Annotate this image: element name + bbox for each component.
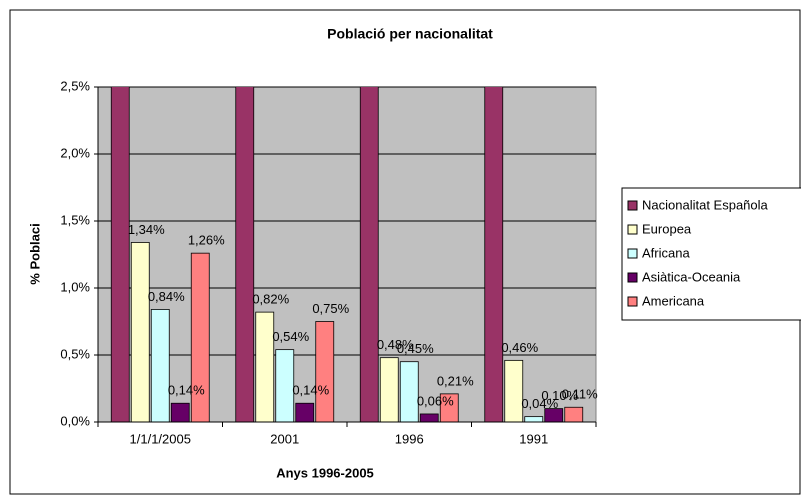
chart-title: Població per nacionalitat [327,26,493,42]
data-label: 0,45% [397,341,434,356]
data-label: 0,75% [312,301,349,316]
legend-box [621,187,801,321]
data-label: 0,46% [501,340,538,355]
y-tick-label: 0,0% [60,413,90,428]
bar [110,87,130,422]
x-axis-title: Anys 1996-2005 [276,465,374,480]
x-tick-label: 1996 [395,431,424,446]
data-label: 0,84% [148,289,185,304]
legend-swatch [627,200,638,211]
bar [235,87,255,422]
data-label: 0,11% [562,387,598,402]
legend-label: Americana [642,293,705,308]
data-label: 0,21% [437,373,474,388]
x-tick-label: 2001 [270,431,299,446]
legend-swatch [627,248,638,259]
y-tick-label: 0,5% [60,346,90,361]
bar [359,87,379,422]
bar [379,357,399,422]
bar [315,321,335,422]
bar [544,408,564,422]
y-tick-label: 2,0% [60,145,90,160]
bar [275,349,295,422]
bar [170,402,190,422]
data-label: 0,14% [292,383,329,398]
data-label: 0,48% [377,337,414,352]
bar [564,406,584,422]
y-axis-title: % Poblaci [27,223,42,284]
data-label: 0,04% [521,396,558,411]
y-tick-label: 1,5% [60,212,90,227]
bars [110,87,584,422]
bar [255,311,275,422]
y-tick-label: 1,0% [60,279,90,294]
legend-label: Asiàtica-Oceania [642,269,741,284]
data-label: 0,06% [417,393,454,408]
bar [399,361,419,422]
data-label: 0,10% [541,388,578,403]
legend-label: Africana [642,245,690,260]
data-label: 0,14% [168,383,205,398]
legend-swatch [627,224,638,235]
bar [484,87,504,422]
bar [190,252,210,422]
bar [295,402,315,422]
x-tick-label: 1991 [519,431,548,446]
data-label: 1,34% [128,222,165,237]
legend-label: Nacionalitat Española [642,197,769,212]
legend-swatch [627,272,638,283]
bar [504,359,524,422]
legend-swatch [627,296,638,307]
bar [130,242,150,422]
data-label: 0,82% [252,292,289,307]
legend-label: Europea [642,221,692,236]
bar [524,416,544,422]
data-label: 0,54% [272,329,309,344]
bar [419,413,439,422]
data-label: 1,26% [188,233,225,248]
bar [150,309,170,422]
y-tick-label: 2,5% [60,78,90,93]
x-tick-label: 1/1/1/2005 [130,431,191,446]
